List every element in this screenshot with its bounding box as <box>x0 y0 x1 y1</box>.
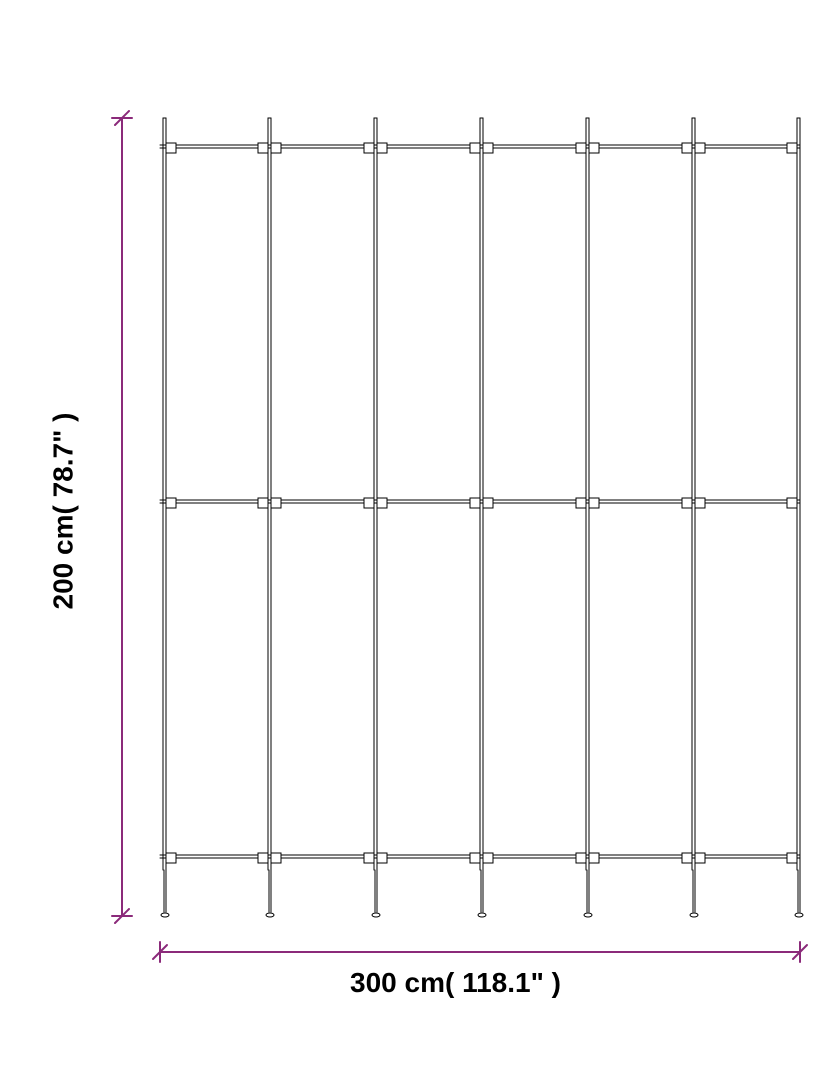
height-label: 200 cm( 78.7" ) <box>47 413 79 610</box>
width-label: 300 cm( 118.1" ) <box>350 967 561 999</box>
diagram-canvas <box>0 0 830 1080</box>
